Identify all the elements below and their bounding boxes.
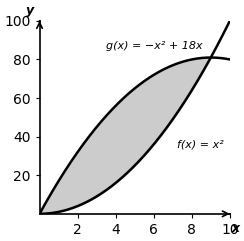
Text: f(x) = x²: f(x) = x² [177,139,223,149]
Text: g(x) = −x² + 18x: g(x) = −x² + 18x [106,41,203,51]
Text: y: y [26,4,34,17]
Text: x: x [232,221,240,234]
